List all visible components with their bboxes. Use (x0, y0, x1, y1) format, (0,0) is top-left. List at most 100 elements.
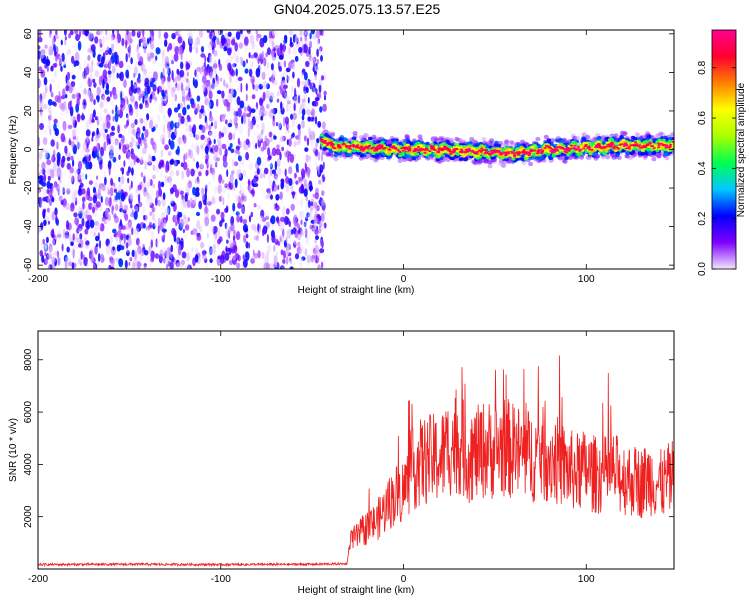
spectrogram-noise-mark (266, 61, 270, 70)
spectrogram-noise-mark (118, 60, 124, 69)
spectrogram-noise-mark (194, 191, 200, 197)
spectrogram-noise-mark (102, 121, 107, 129)
spectrogram-noise-mark (216, 215, 221, 222)
spectrogram-noise-mark (216, 243, 219, 250)
spectrogram-noise-mark (86, 260, 90, 269)
spectrogram-noise-mark (92, 78, 96, 83)
spectrogram-noise-mark (94, 220, 99, 226)
spectrogram-noise-mark (260, 209, 265, 219)
spectrogram-noise-mark (266, 234, 269, 243)
spectrogram-noise-mark (136, 52, 141, 60)
spectrogram-noise-mark (192, 41, 198, 50)
spectrogram-noise-mark (217, 227, 221, 233)
spectrogram-noise-mark (53, 118, 58, 124)
spectrogram-noise-mark (64, 145, 68, 154)
spectrogram-noise-mark (267, 187, 272, 194)
spectrogram-noise-mark (257, 250, 261, 259)
spectrogram-noise-mark (306, 137, 310, 146)
spectrogram-noise-mark (125, 38, 128, 49)
spectrogram-noise-mark (279, 191, 283, 200)
spectrogram-noise-mark (287, 75, 290, 80)
spectrogram-noise-mark (105, 207, 109, 218)
spectrogram-noise-mark (281, 265, 285, 269)
spectrogram-noise-mark (314, 97, 320, 102)
spectrogram-noise-mark (89, 92, 94, 103)
spectrogram-noise-mark (230, 63, 235, 69)
spectrogram-noise-mark (310, 201, 314, 207)
spectrogram-noise-mark (129, 257, 133, 262)
spectrogram-noise-mark (170, 200, 176, 207)
spectrogram-noise-mark (131, 227, 134, 236)
spectrogram-noise-mark (57, 188, 60, 196)
spectrogram-noise-mark (68, 32, 71, 39)
spectrogram-noise-mark (144, 142, 148, 149)
spectrogram-noise-mark (150, 137, 154, 146)
spectrogram-noise-mark (190, 197, 193, 206)
spectrogram-noise-mark (66, 71, 71, 81)
spectrogram-noise-mark (83, 161, 86, 167)
spectrogram-noise-mark (103, 220, 107, 225)
spectrogram-noise-mark (137, 184, 142, 191)
spectrogram-noise-mark (66, 48, 72, 56)
spectrogram-noise-mark (72, 159, 75, 167)
spectrogram-noise-mark (105, 55, 111, 63)
spectrogram-noise-mark (289, 153, 295, 163)
spectrogram-noise-mark (58, 56, 63, 65)
spectrogram-noise-mark (108, 47, 112, 56)
spectrogram-noise-mark (196, 219, 201, 229)
spectrogram-noise-mark (106, 30, 111, 37)
spectrogram-noise-mark (218, 196, 223, 202)
spectrogram-noise-mark (286, 103, 289, 113)
spectrogram-noise-mark (301, 169, 306, 178)
spectrogram-noise-mark (277, 241, 281, 246)
spectrogram-noise-mark (308, 46, 311, 55)
spectrogram-noise-mark (318, 179, 322, 185)
spectrogram-noise-mark (81, 147, 87, 153)
spectrogram-noise-mark (251, 187, 255, 198)
spectrogram-noise-mark (320, 199, 326, 207)
spectrogram-noise-mark (236, 96, 241, 106)
spectrogram-band-mark (562, 159, 568, 164)
spectrogram-noise-mark (41, 254, 45, 263)
spectrogram-noise-mark (226, 169, 229, 178)
spectrogram-noise-mark (224, 222, 228, 230)
spectrogram-noise-mark (187, 264, 191, 269)
spectrogram-noise-mark (316, 58, 319, 65)
spectrogram-noise-mark (128, 207, 131, 215)
spectrogram-noise-mark (288, 138, 292, 147)
spectrogram-noise-mark (47, 196, 51, 203)
spectrogram-noise-mark (209, 246, 213, 256)
spectrogram-noise-mark (104, 176, 107, 186)
spectrogram-noise-mark (44, 259, 48, 265)
spectrogram-noise-mark (315, 38, 320, 46)
spectrogram-noise-mark (249, 68, 253, 78)
spectrogram-noise-mark (60, 65, 63, 72)
spectrogram-noise-mark (38, 137, 41, 147)
spectrogram-noise-mark (271, 182, 274, 192)
spectrogram-noise-mark (235, 87, 240, 94)
spectrogram-noise-mark (81, 217, 85, 227)
spectrogram-noise-mark (274, 108, 278, 114)
spectrogram-noise-mark (235, 68, 238, 77)
spectrogram-noise-mark (237, 137, 241, 145)
spectrogram-noise-mark (231, 180, 234, 187)
spectrogram-noise-mark (151, 155, 156, 161)
spectrogram-noise-mark (213, 243, 216, 249)
spectrogram-noise-mark (58, 154, 61, 163)
spectrogram-noise-mark (52, 238, 57, 246)
spectrogram-band-mark (627, 155, 633, 160)
spectrogram-noise-mark (85, 214, 90, 219)
spectrogram-noise-mark (253, 203, 257, 208)
spectrogram-noise-mark (111, 109, 114, 115)
spectrogram-noise-mark (317, 264, 321, 269)
spectrogram-noise-mark (231, 69, 236, 77)
spectrogram-noise-mark (176, 137, 180, 147)
spectrogram-noise-mark (204, 81, 209, 87)
spectrogram-noise-mark (155, 55, 158, 61)
spectrogram-noise-mark (230, 175, 234, 183)
spectrogram-noise-mark (252, 249, 255, 257)
spectrogram-noise-mark (168, 166, 173, 176)
spectrogram-noise-mark (136, 89, 142, 95)
spectrogram-band-mark (625, 151, 630, 155)
spectrogram-noise-mark (91, 60, 94, 67)
